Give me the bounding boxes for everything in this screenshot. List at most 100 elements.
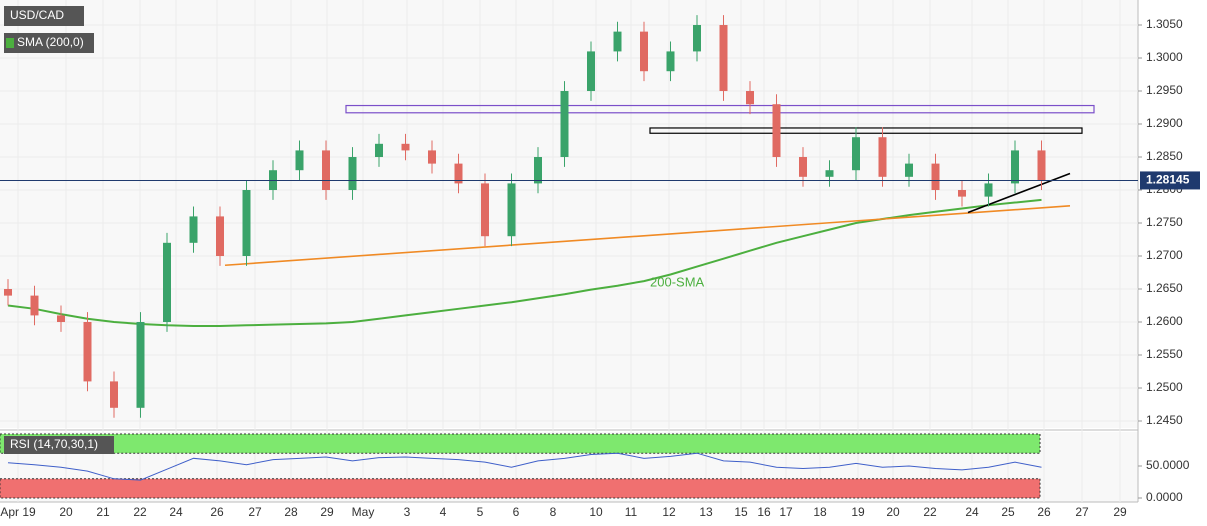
y-tick-label: 1.2900 <box>1146 116 1183 130</box>
x-tick-label: 21 <box>96 505 110 519</box>
candle-body <box>83 322 92 382</box>
x-tick-label: 22 <box>133 505 147 519</box>
sma-annotation: 200-SMA <box>650 274 705 289</box>
x-tick-label: 29 <box>320 505 334 519</box>
candle-body <box>322 150 330 191</box>
x-tick-label: 13 <box>699 505 713 519</box>
y-tick-label: 1.2750 <box>1146 215 1183 229</box>
candle-body <box>746 91 754 105</box>
indicator-box <box>4 33 94 53</box>
x-tick-label: 27 <box>248 505 262 519</box>
x-tick-label: 19 <box>851 505 865 519</box>
x-tick-label: 5 <box>477 505 484 519</box>
sma-line <box>7 198 1042 327</box>
x-tick-label: 4 <box>440 505 447 519</box>
candle-body <box>560 91 569 158</box>
candle-body <box>295 150 304 171</box>
candle-body <box>640 31 648 72</box>
y-tick-label: 1.2950 <box>1146 83 1183 97</box>
y-tick-label: 1.3000 <box>1146 50 1183 64</box>
x-tick-label: 28 <box>284 505 298 519</box>
candle-body <box>878 137 887 177</box>
candle-body <box>481 183 489 237</box>
x-tick-label: 8 <box>550 505 557 519</box>
candle-body <box>1011 150 1019 184</box>
x-tick-label: 3 <box>404 505 411 519</box>
rsi-tick-label: 0.0000 <box>1146 490 1183 504</box>
candle-body <box>534 157 542 184</box>
candle-body <box>772 104 781 158</box>
candle-body <box>375 143 383 158</box>
candle-body <box>163 242 171 323</box>
trendline <box>224 205 1071 267</box>
candle-body <box>30 295 39 316</box>
x-tick-label: 18 <box>813 505 827 519</box>
x-tick-label: 24 <box>965 505 979 519</box>
y-tick-label: 1.2850 <box>1146 149 1183 163</box>
candle-body <box>719 25 728 92</box>
x-tick-label: Apr 19 <box>0 505 36 519</box>
y-tick-label: 1.2700 <box>1146 248 1183 262</box>
x-tick-label: 20 <box>59 505 73 519</box>
x-tick-label: 6 <box>513 505 520 519</box>
candle-body <box>666 51 675 72</box>
candle-body <box>57 315 65 323</box>
candle-body <box>799 157 807 177</box>
candle-body <box>1037 150 1046 181</box>
x-tick-label: 11 <box>625 505 638 519</box>
x-tick-label: 29 <box>1113 505 1127 519</box>
x-tick-label: 17 <box>779 505 793 519</box>
x-tick-label: 12 <box>662 505 676 519</box>
candle-body <box>905 163 913 177</box>
x-tick-label: 15 <box>734 505 748 519</box>
x-tick-label: 10 <box>589 505 603 519</box>
candle-body <box>136 322 145 408</box>
y-tick-label: 1.2600 <box>1146 314 1183 328</box>
candle-body <box>507 183 516 237</box>
candle-body <box>401 143 410 151</box>
x-tick-label: 27 <box>1075 505 1089 519</box>
rsi-label: RSI (14,70,30,1) <box>10 437 98 451</box>
y-tick-label: 1.2500 <box>1146 380 1183 394</box>
candle-body <box>693 25 701 52</box>
y-tick-label: 1.2650 <box>1146 281 1183 295</box>
candle-body <box>958 190 966 197</box>
candle-body <box>613 31 622 52</box>
x-tick-label: 25 <box>1001 505 1015 519</box>
indicator-label: SMA (200,0) <box>17 35 84 49</box>
x-tick-label: 26 <box>1037 505 1051 519</box>
rsi-line <box>7 452 1042 481</box>
resistance-zone <box>649 127 1083 134</box>
rsi-oversold-zone <box>0 478 1041 499</box>
rsi-overbought-zone <box>0 433 1041 454</box>
x-tick-label: 22 <box>923 505 937 519</box>
x-tick-label: 16 <box>757 505 771 519</box>
resistance-zone <box>345 104 1095 114</box>
rsi-tick-label: 50.0000 <box>1146 458 1190 472</box>
candle-body <box>587 51 595 92</box>
symbol-label: USD/CAD <box>10 8 64 22</box>
candle-body <box>110 381 118 408</box>
candle-body <box>189 216 198 243</box>
y-tick-label: 1.2550 <box>1146 347 1183 361</box>
candle-body <box>454 163 463 184</box>
indicator-swatch <box>6 38 14 48</box>
last-price-label: 1.28145 <box>1146 173 1190 187</box>
last-price-tag <box>1140 171 1200 190</box>
candle-body <box>216 216 224 257</box>
x-tick-label: 26 <box>210 505 224 519</box>
x-tick-label: 24 <box>169 505 183 519</box>
candle-body <box>428 150 436 164</box>
candle-body <box>4 289 12 296</box>
candle-body <box>348 157 357 191</box>
candle-body <box>852 137 860 171</box>
x-tick-label: May <box>352 505 375 519</box>
x-tick-label: 20 <box>886 505 900 519</box>
candle-body <box>825 170 834 177</box>
y-tick-label: 1.3050 <box>1146 17 1183 31</box>
candle-body <box>242 190 251 257</box>
symbol-box <box>4 6 84 26</box>
price-panel <box>0 0 1138 428</box>
